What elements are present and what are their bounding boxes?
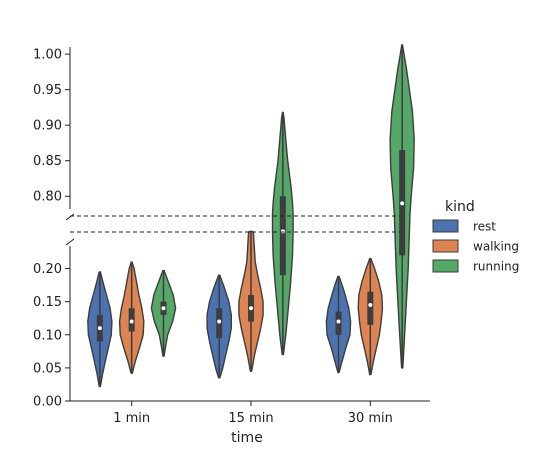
violin-median (336, 319, 341, 324)
violin-median (400, 201, 405, 206)
y-upper-tick-label: 1.00 (33, 48, 62, 63)
y-lower-tick-label: 0.00 (33, 395, 62, 410)
violins-layer (87, 44, 415, 388)
violin-rest-30-min (325, 275, 352, 374)
legend-title: kind (445, 199, 475, 215)
y-upper-tick-label: 0.80 (33, 190, 62, 205)
violin-median (97, 326, 102, 331)
x-tick-label: 15 min (228, 411, 273, 426)
y-lower-tick-label: 0.15 (33, 295, 62, 310)
y-lower-tick-label: 0.05 (33, 361, 62, 376)
violin-iqr-box (367, 291, 374, 325)
violin-walking-15-min (238, 230, 264, 372)
violin-walking-1-min (118, 261, 145, 374)
legend-swatch-running (432, 259, 459, 273)
x-tick-label: 1 min (113, 411, 150, 426)
violin-median (280, 229, 285, 234)
axes-layer: 0.80 0.85 0.90 0.95 1.00 0.00 0.05 0.10 0.15 0.20… (33, 47, 430, 426)
violin-iqr-box (279, 196, 286, 276)
violin-running-15-min (271, 111, 294, 356)
x-tick-label: 30 min (348, 411, 393, 426)
violin-median (368, 302, 373, 307)
legend-label-running: running (473, 260, 519, 274)
y-upper-tick-label: 0.95 (33, 83, 62, 98)
violin-rest-15-min (206, 274, 232, 379)
violin-walking-30-min (357, 257, 384, 376)
violin-median (129, 319, 134, 324)
violin-median (161, 306, 166, 311)
axis-break-upper (65, 213, 75, 221)
x-axis-label: time (231, 430, 263, 446)
legend-swatch-walking (432, 239, 459, 253)
y-upper-tick-label: 0.85 (33, 154, 62, 169)
violin-running-1-min (150, 269, 177, 357)
legend: kind rest walking running (432, 199, 519, 274)
legend-swatch-rest (432, 219, 459, 233)
legend-label-walking: walking (473, 240, 519, 254)
y-lower-tick-label: 0.20 (33, 262, 62, 277)
legend-label-rest: rest (473, 220, 496, 234)
violin-rest-1-min (87, 271, 113, 388)
axis-break-lower (65, 238, 75, 246)
y-upper-tick-label: 0.90 (33, 119, 62, 134)
violin-median (217, 319, 222, 324)
y-lower-tick-label: 0.10 (33, 328, 62, 343)
violin-median (249, 306, 253, 311)
violin-running-30-min (389, 44, 415, 369)
